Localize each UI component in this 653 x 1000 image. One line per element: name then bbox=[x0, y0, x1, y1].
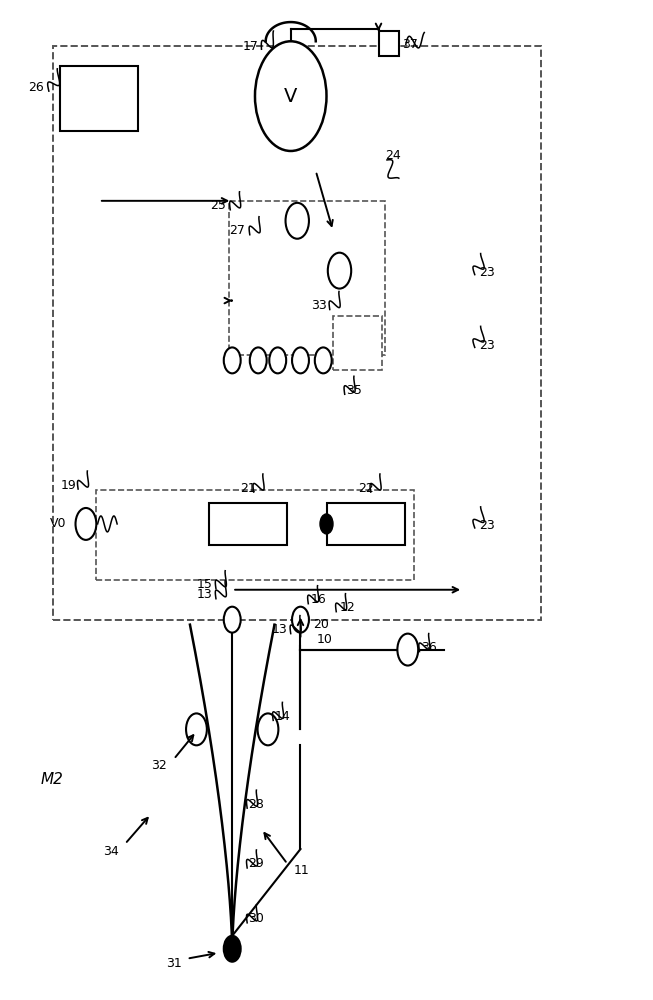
Circle shape bbox=[292, 607, 309, 633]
Text: 24: 24 bbox=[385, 149, 401, 162]
Text: 32: 32 bbox=[151, 759, 167, 772]
Text: 11: 11 bbox=[294, 864, 310, 877]
Circle shape bbox=[224, 936, 241, 962]
Text: 37: 37 bbox=[403, 38, 419, 51]
Text: 10: 10 bbox=[317, 633, 332, 646]
Text: 13: 13 bbox=[272, 623, 287, 636]
Bar bbox=[333, 316, 382, 370]
Text: 36: 36 bbox=[421, 641, 437, 654]
Text: 22: 22 bbox=[358, 482, 374, 495]
Text: 35: 35 bbox=[346, 384, 362, 397]
Text: 12: 12 bbox=[340, 601, 355, 614]
Circle shape bbox=[76, 508, 97, 540]
Text: 29: 29 bbox=[249, 857, 264, 870]
Text: M2: M2 bbox=[40, 772, 63, 787]
Circle shape bbox=[224, 347, 241, 373]
Text: 19: 19 bbox=[61, 479, 76, 492]
Circle shape bbox=[315, 347, 332, 373]
Circle shape bbox=[328, 253, 351, 289]
Bar bbox=[60, 66, 138, 131]
Circle shape bbox=[250, 347, 266, 373]
Bar bbox=[54, 46, 541, 620]
Bar bbox=[210, 503, 287, 545]
Text: 31: 31 bbox=[167, 957, 182, 970]
Text: 17: 17 bbox=[242, 40, 258, 53]
Text: 15: 15 bbox=[197, 578, 213, 591]
Circle shape bbox=[186, 713, 207, 745]
Text: 20: 20 bbox=[313, 618, 329, 631]
Circle shape bbox=[292, 347, 309, 373]
Bar bbox=[229, 201, 385, 355]
Text: 16: 16 bbox=[310, 593, 326, 606]
Text: 23: 23 bbox=[479, 519, 495, 532]
Circle shape bbox=[255, 41, 326, 151]
Text: 23: 23 bbox=[479, 266, 495, 279]
Text: 23: 23 bbox=[479, 339, 495, 352]
Text: 28: 28 bbox=[249, 798, 264, 811]
Bar bbox=[379, 31, 400, 56]
Circle shape bbox=[269, 347, 286, 373]
Text: 26: 26 bbox=[28, 81, 44, 94]
Text: V0: V0 bbox=[50, 517, 67, 530]
Circle shape bbox=[285, 203, 309, 239]
Circle shape bbox=[398, 634, 418, 666]
Bar bbox=[326, 503, 404, 545]
Text: 14: 14 bbox=[274, 710, 290, 723]
Circle shape bbox=[257, 713, 278, 745]
Text: 21: 21 bbox=[240, 482, 257, 495]
Text: 13: 13 bbox=[197, 588, 213, 601]
Text: 33: 33 bbox=[311, 299, 326, 312]
Text: 27: 27 bbox=[229, 224, 246, 237]
Text: 25: 25 bbox=[210, 199, 226, 212]
Text: 34: 34 bbox=[103, 845, 118, 858]
Circle shape bbox=[224, 607, 241, 633]
Circle shape bbox=[320, 514, 333, 534]
Text: 30: 30 bbox=[249, 912, 264, 925]
Bar bbox=[96, 490, 414, 580]
Text: V: V bbox=[284, 87, 297, 106]
